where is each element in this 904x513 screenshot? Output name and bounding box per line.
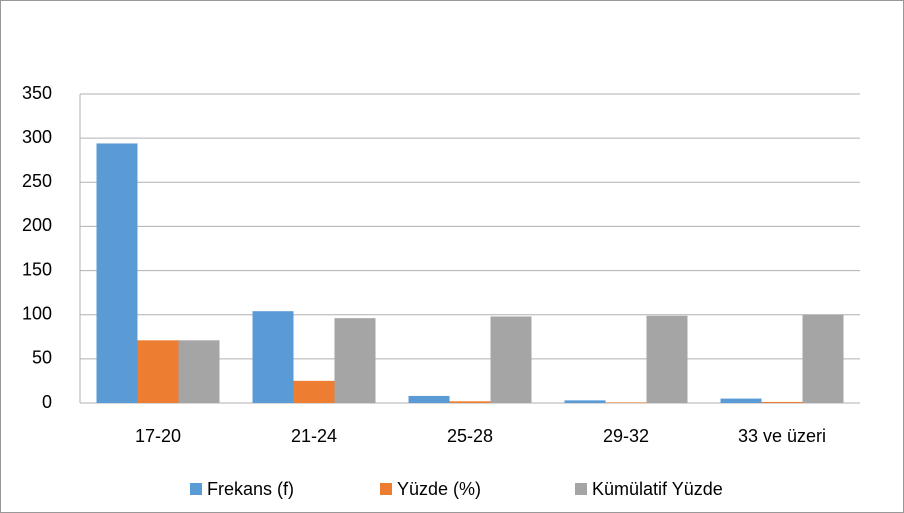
y-tick-label: 150 — [22, 259, 52, 279]
bar — [646, 315, 688, 403]
y-tick-label: 350 — [22, 83, 52, 103]
bar — [605, 402, 647, 403]
x-tick-label: 17-20 — [135, 426, 181, 446]
y-tick-label: 0 — [42, 392, 52, 412]
legend-swatch — [575, 483, 587, 495]
bar — [564, 400, 606, 403]
bar — [761, 401, 803, 403]
x-tick-label: 21-24 — [291, 426, 337, 446]
bar — [490, 316, 532, 403]
bar — [334, 318, 376, 403]
y-tick-label: 100 — [22, 303, 52, 323]
legend-label: Kümülatif Yüzde — [592, 479, 723, 499]
bar — [252, 311, 294, 403]
y-tick-label: 300 — [22, 127, 52, 147]
legend-swatch — [380, 483, 392, 495]
bar — [720, 398, 762, 403]
bar — [178, 340, 220, 403]
x-tick-label: 29-32 — [603, 426, 649, 446]
y-tick-label: 50 — [32, 348, 52, 368]
bar — [293, 380, 335, 403]
legend-swatch — [190, 483, 202, 495]
bar — [802, 314, 844, 403]
bar — [96, 143, 138, 403]
y-tick-label: 250 — [22, 171, 52, 191]
bar — [408, 395, 450, 403]
bar — [449, 401, 491, 403]
x-tick-label: 25-28 — [447, 426, 493, 446]
x-tick-label: 33 ve üzeri — [738, 426, 826, 446]
y-tick-label: 200 — [22, 215, 52, 235]
legend-label: Yüzde (%) — [397, 479, 481, 499]
legend-label: Frekans (f) — [207, 479, 294, 499]
bar — [137, 340, 179, 403]
